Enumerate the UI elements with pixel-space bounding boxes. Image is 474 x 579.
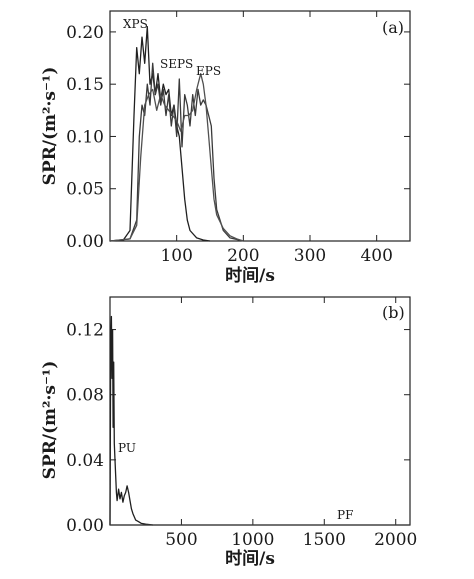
y-tick-label: 0.00 xyxy=(66,232,104,252)
x-tick-label: 200 xyxy=(227,246,259,266)
x-axis-label: 时间/s xyxy=(225,548,275,569)
y-axis-label: SPR/(m²·s⁻¹) xyxy=(40,67,60,186)
y-tick-label: 0.15 xyxy=(66,75,104,95)
y-tick-label: 0.10 xyxy=(66,127,104,147)
axis-ticks: 500 1000 1500 2000 0.00 0.04 0.08 0.12 xyxy=(66,297,417,550)
series-lines xyxy=(109,26,244,242)
series-line-xps xyxy=(109,26,211,242)
axis-ticks: 100 200 300 400 0.00 0.05 0.10 0.15 0.20 xyxy=(66,11,410,266)
series-lines xyxy=(109,315,410,526)
x-tick-label: 2000 xyxy=(374,530,417,550)
panel-a: 100 200 300 400 0.00 0.05 0.10 0.15 0.20 (a) 时间/… xyxy=(40,10,411,286)
y-tick-label: 0.20 xyxy=(66,23,104,43)
y-tick-label: 0.08 xyxy=(66,386,104,406)
y-axis-label: SPR/(m²·s⁻¹) xyxy=(40,361,60,480)
x-tick-label: 500 xyxy=(165,530,197,550)
series-label-eps: EPS xyxy=(196,64,221,78)
panel-b: 500 1000 1500 2000 0.00 0.04 0.08 0.12 (b) 时间/s… xyxy=(40,296,417,569)
series-line-eps xyxy=(109,73,244,242)
panel-label: (a) xyxy=(382,18,404,37)
y-tick-label: 0.00 xyxy=(66,516,104,536)
x-tick-label: 100 xyxy=(160,246,192,266)
x-tick-label: 1500 xyxy=(303,530,346,550)
y-tick-label: 0.04 xyxy=(66,451,104,471)
plot-frame xyxy=(109,10,411,242)
series-label-pf: PF xyxy=(337,508,353,522)
x-tick-label: 300 xyxy=(294,246,326,266)
x-tick-label: 1000 xyxy=(231,530,274,550)
series-label-xps: XPS xyxy=(123,17,148,31)
series-line-pu xyxy=(109,315,153,526)
series-line-seps xyxy=(109,62,244,242)
x-tick-label: 400 xyxy=(360,246,392,266)
series-label-pu: PU xyxy=(118,441,136,455)
y-tick-label: 0.12 xyxy=(66,321,104,341)
series-label-seps: SEPS xyxy=(160,57,193,71)
plot-frame xyxy=(109,296,411,526)
panel-label: (b) xyxy=(382,303,405,322)
y-tick-label: 0.05 xyxy=(66,180,104,200)
x-axis-label: 时间/s xyxy=(225,265,275,286)
